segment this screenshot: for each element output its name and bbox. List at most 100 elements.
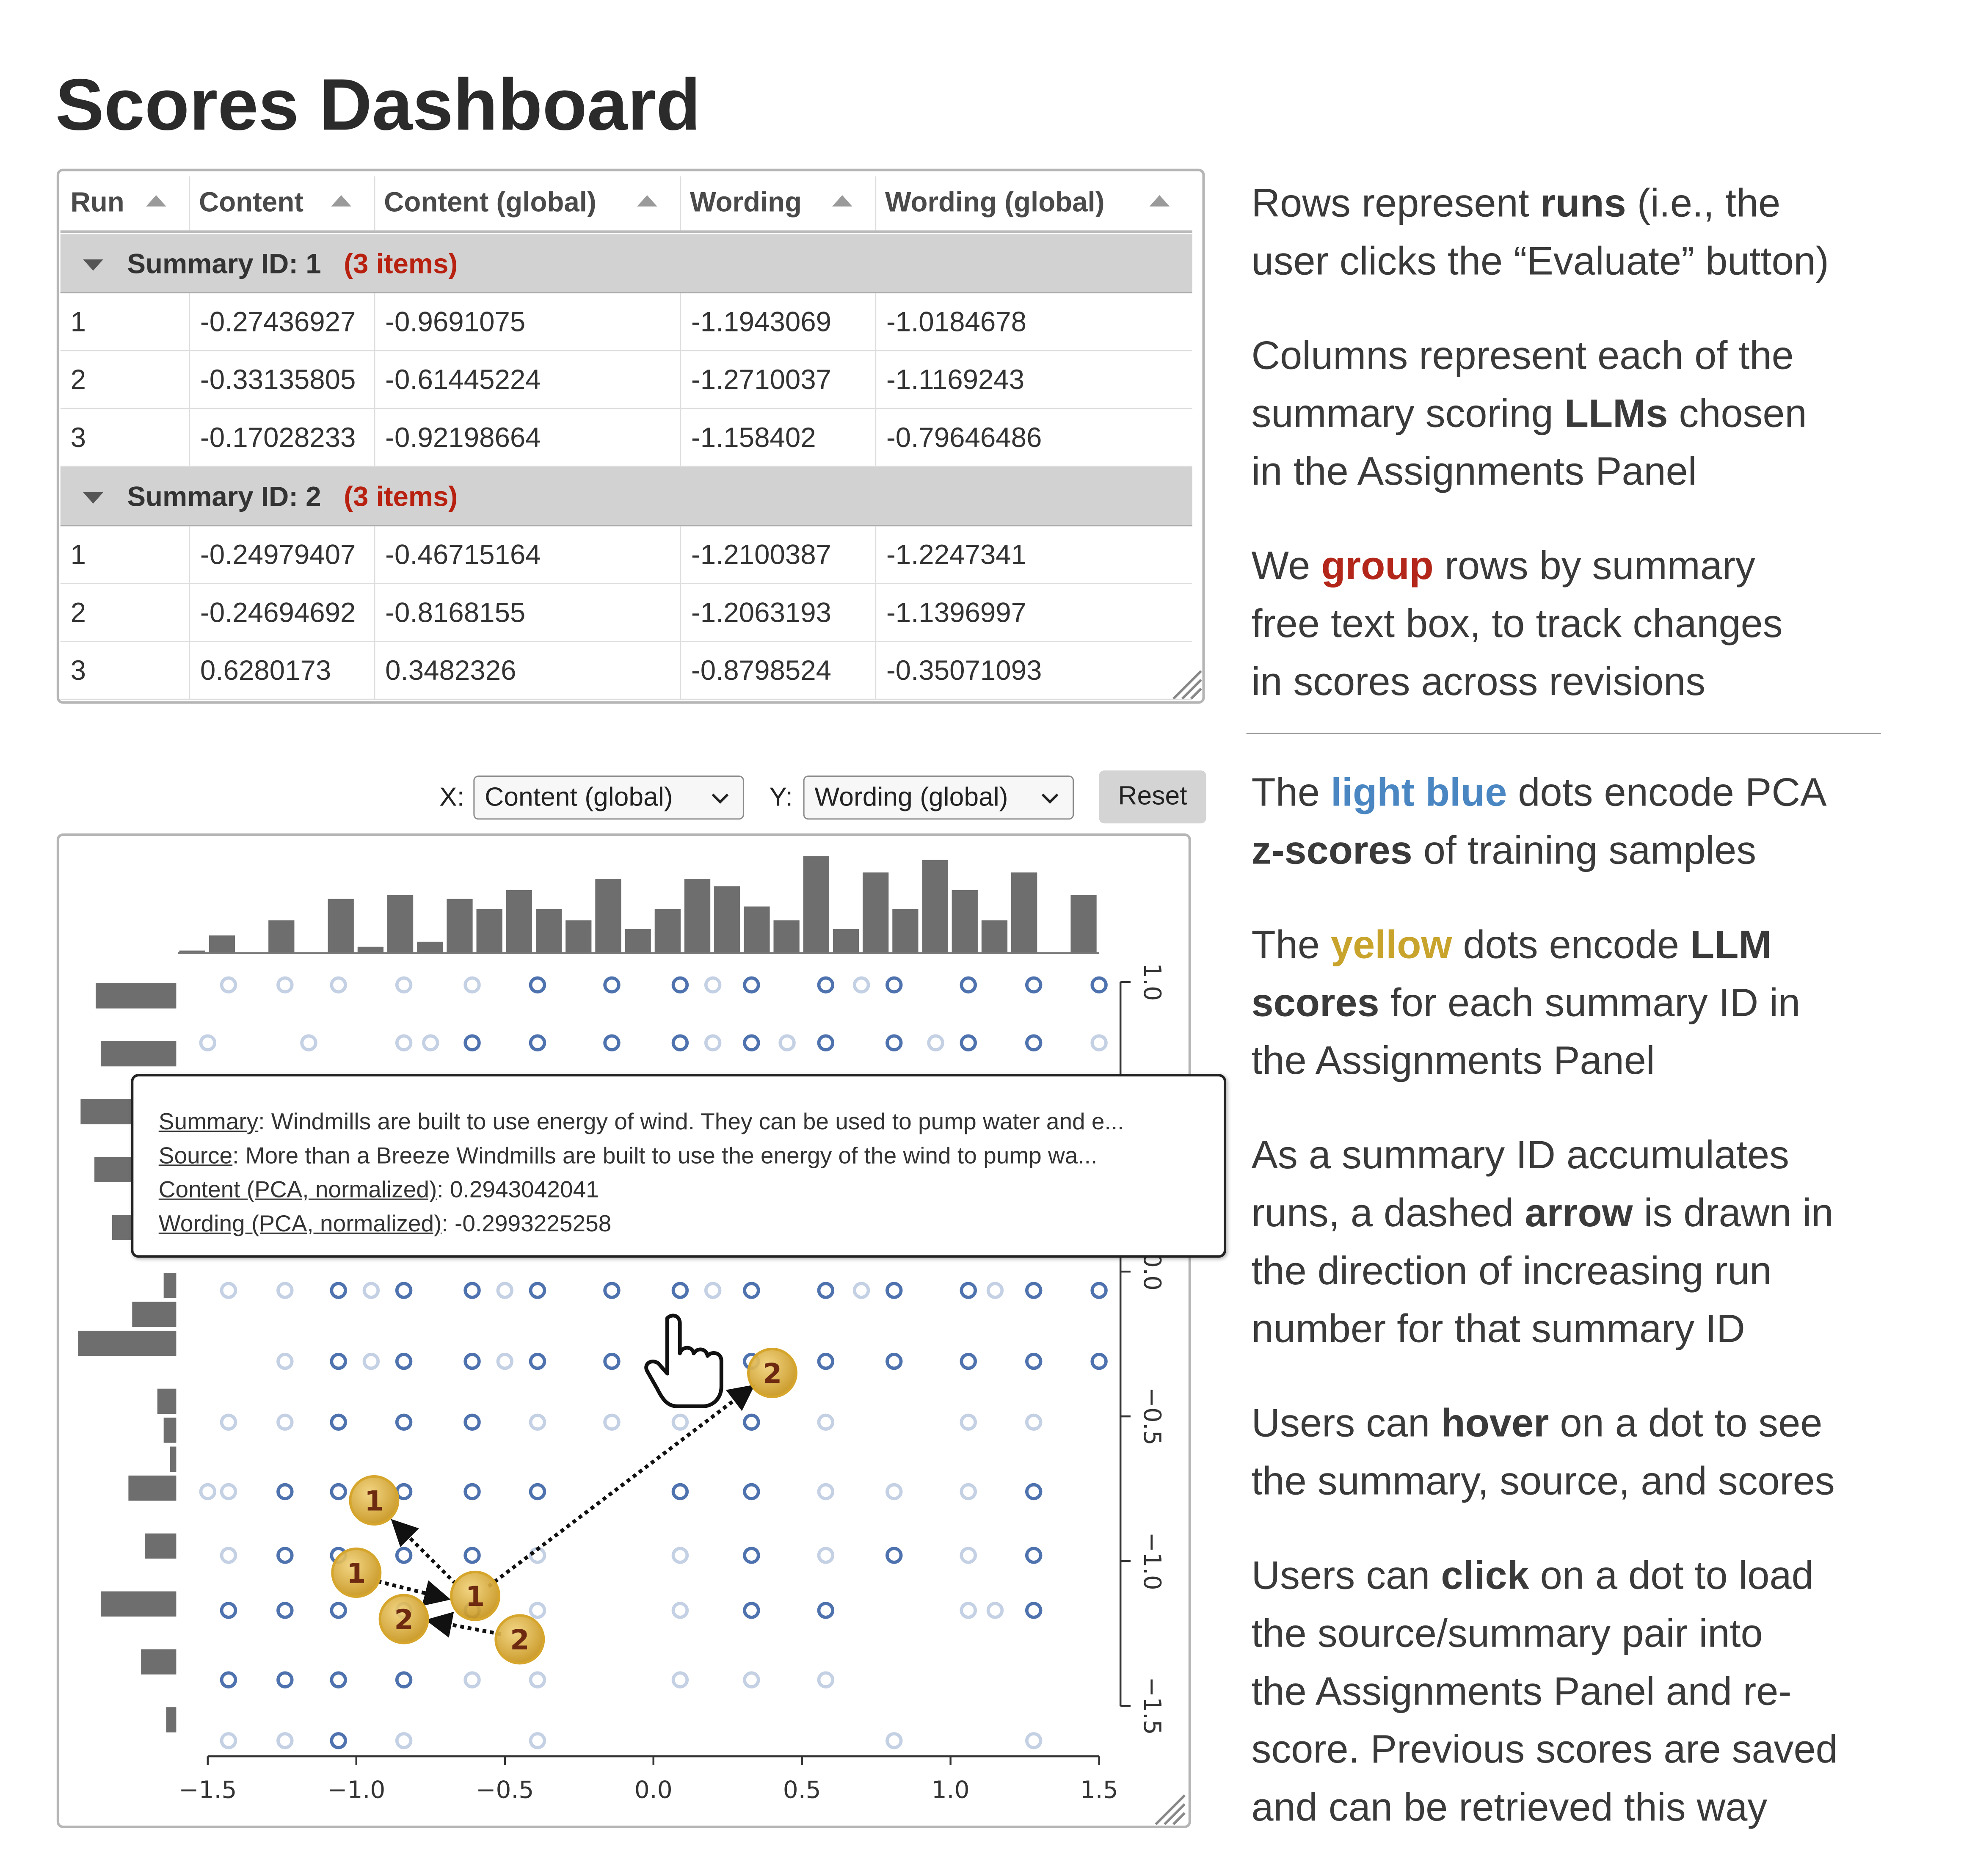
data-point	[743, 1413, 760, 1431]
table-cell: -0.9691075	[374, 293, 680, 351]
data-point	[1025, 1483, 1043, 1501]
data-point	[817, 1352, 835, 1370]
table-cell: -1.158402	[680, 409, 875, 467]
data-point	[529, 1282, 546, 1299]
text: dots encode PCA	[1507, 769, 1827, 815]
table	[56, 168, 1205, 704]
data-point	[529, 1602, 546, 1619]
text: The	[1251, 921, 1331, 967]
data-point	[276, 1671, 294, 1688]
data-point	[743, 976, 760, 994]
data-point	[220, 1413, 237, 1431]
histogram-bar	[328, 899, 354, 953]
data-point	[276, 1602, 294, 1619]
data-point	[463, 976, 481, 994]
text-line: user clicks the “Evaluate” button)	[1252, 232, 1957, 290]
x-label: X:	[439, 783, 465, 812]
x-select[interactable]: Content (global)	[473, 775, 744, 820]
data-point	[463, 1034, 481, 1051]
histogram-bar	[268, 920, 295, 953]
col-sep	[189, 176, 190, 231]
text-line: the Assignments Panel	[1252, 1031, 1957, 1089]
arrow	[377, 1579, 451, 1606]
data-point	[960, 1483, 977, 1501]
text: on a dot to load	[1529, 1552, 1814, 1598]
data-point	[276, 1483, 294, 1501]
paragraph: Rows represent runs (i.e., the user click…	[1252, 174, 1957, 290]
histogram-bar	[78, 1330, 177, 1356]
table-cell: -1.0184678	[875, 293, 1192, 351]
data-point	[817, 1034, 835, 1051]
emphasis: hover	[1441, 1400, 1549, 1446]
y-select[interactable]: Wording (global)	[803, 775, 1074, 820]
text-line: Users can click on a dot to load	[1252, 1546, 1957, 1604]
tooltip-line: Summary: Windmills are built to use ener…	[159, 1104, 1224, 1138]
text: Users can	[1251, 1400, 1441, 1446]
data-point	[1025, 976, 1043, 994]
table-cell: 3	[70, 654, 86, 687]
text-line: number for that summary ID	[1252, 1299, 1957, 1357]
histogram-bar	[163, 1418, 177, 1443]
data-point	[1090, 1282, 1108, 1299]
arrow	[425, 1611, 502, 1638]
data-point	[885, 1352, 903, 1370]
header-border	[60, 230, 1192, 233]
emphasis: light blue	[1330, 769, 1507, 815]
histogram-bar	[179, 950, 205, 953]
y-tick-label: −1.5	[1138, 1677, 1166, 1735]
table-cell: 2	[70, 364, 86, 395]
histogram-bar	[892, 909, 919, 953]
group-count: (3 items)	[344, 480, 458, 512]
text: score. Previous scores are saved	[1251, 1726, 1838, 1771]
histogram-bar	[654, 909, 681, 953]
data-point	[885, 1483, 903, 1501]
hand-cursor	[644, 1313, 723, 1408]
data-point	[817, 1282, 835, 1299]
data-point	[1025, 1282, 1043, 1299]
data-point	[817, 1413, 835, 1431]
histogram-bar	[863, 872, 889, 953]
text: the Assignments Panel and re-	[1251, 1668, 1792, 1714]
run-label: 1	[466, 1581, 485, 1613]
data-point	[529, 1352, 546, 1370]
table-cell: -0.27436927	[189, 293, 374, 351]
histogram-bar	[506, 890, 532, 953]
histogram-bar	[744, 906, 770, 953]
arrow	[487, 1384, 755, 1588]
histogram-bar	[132, 1302, 177, 1327]
tooltip-value: : Windmills are built to use energy of w…	[258, 1108, 1124, 1134]
collapse-icon	[83, 492, 103, 504]
data-point	[199, 1483, 217, 1501]
reset-button[interactable]: Reset	[1099, 770, 1206, 824]
data-point	[704, 1282, 722, 1299]
y-tick-label: −0.5	[1138, 1388, 1166, 1446]
data-point	[671, 976, 689, 994]
data-point	[220, 1671, 237, 1688]
data-point	[603, 1282, 621, 1299]
text-line: The light blue dots encode PCA	[1252, 763, 1957, 821]
data-point	[885, 1547, 903, 1564]
data-point	[671, 1547, 689, 1564]
tooltip-line: Content (PCA, normalized): 0.2943042041	[159, 1172, 1224, 1206]
plot-panel	[56, 833, 1191, 1828]
page-title: Scores Dashboard	[55, 64, 701, 146]
row-border	[60, 583, 1192, 585]
sort-icon	[832, 195, 852, 207]
run-label: 1	[364, 1485, 384, 1517]
histogram-bar	[565, 920, 592, 953]
text-line: runs, a dashed arrow is drawn in	[1252, 1184, 1957, 1241]
data-point	[220, 1602, 237, 1619]
data-point	[300, 1034, 317, 1051]
data-point	[220, 1282, 237, 1299]
data-point	[1025, 1547, 1043, 1564]
x-tick-label: 1.5	[1080, 1776, 1118, 1804]
data-point	[885, 976, 903, 994]
arrow	[391, 1519, 457, 1585]
data-point	[362, 1352, 380, 1370]
tooltip: Summary: Windmills are built to use ener…	[131, 1074, 1227, 1258]
chevron	[1041, 793, 1059, 804]
data-point	[885, 1732, 903, 1749]
x-tick-label: −1.5	[179, 1776, 237, 1804]
text: Users can	[1251, 1552, 1441, 1598]
